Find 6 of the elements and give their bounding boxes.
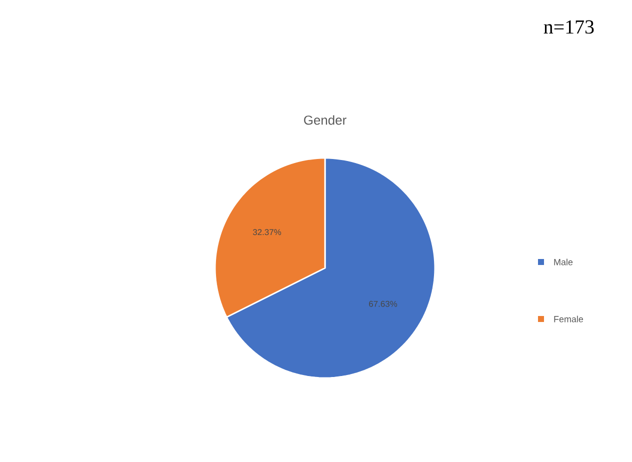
legend-label: Female: [554, 316, 584, 322]
text: n=173: [544, 20, 594, 34]
legend-label: Male: [554, 258, 573, 266]
chart-title: Gender: [304, 115, 346, 125]
data-label: 67.63%: [369, 300, 398, 307]
data-label: 32.37%: [252, 229, 282, 236]
